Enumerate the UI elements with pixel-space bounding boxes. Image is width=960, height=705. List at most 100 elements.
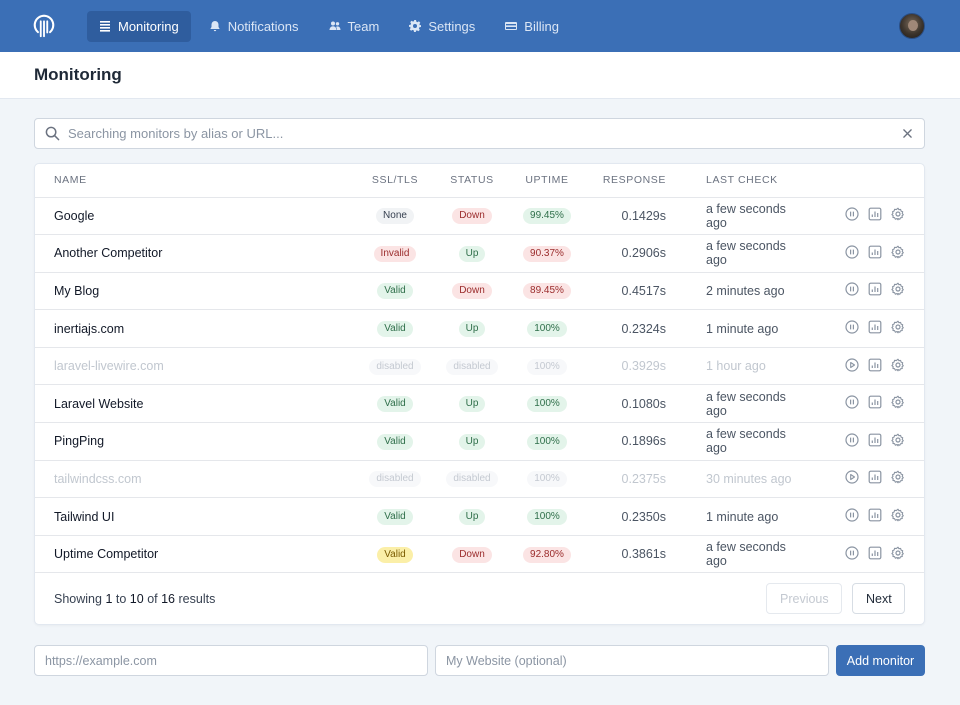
monitor-alias-input[interactable] xyxy=(435,645,829,677)
table-row[interactable]: Uptime Competitor Valid Down 92.80% 0.3861s a… xyxy=(35,535,924,574)
chart-icon[interactable] xyxy=(868,358,882,372)
chart-icon[interactable] xyxy=(868,207,882,221)
monitor-url-input[interactable] xyxy=(34,645,428,677)
monitor-name[interactable]: inertiajs.com xyxy=(35,309,353,348)
status-badge: Down xyxy=(452,546,492,563)
monitor-name[interactable]: Another Competitor xyxy=(35,234,353,273)
user-avatar[interactable] xyxy=(899,13,925,39)
previous-page-button[interactable]: Previous xyxy=(766,583,842,615)
nav-item-notifications[interactable]: Notifications xyxy=(197,11,311,42)
pause-icon[interactable] xyxy=(845,395,859,409)
gear-icon[interactable] xyxy=(891,282,905,296)
uptime-badge: 92.80% xyxy=(523,546,571,563)
status-badge: disabled xyxy=(446,471,498,488)
table-row[interactable]: PingPing Valid Up 100% 0.1896s a few seconds … xyxy=(35,422,924,461)
row-actions xyxy=(805,309,924,348)
monitor-name[interactable]: tailwindcss.com xyxy=(35,460,353,499)
chart-icon[interactable] xyxy=(868,470,882,484)
chart-icon[interactable] xyxy=(868,433,882,447)
gear-icon[interactable] xyxy=(891,433,905,447)
last-check: a few seconds ago xyxy=(668,197,805,236)
status-cell: Down xyxy=(437,535,507,574)
next-page-button[interactable]: Next xyxy=(852,583,905,615)
ssl-cell: Valid xyxy=(353,535,437,574)
monitors-card: NAME SSL/TLS STATUS UPTIME RESPONSE LAST… xyxy=(34,163,925,626)
pause-icon[interactable] xyxy=(845,320,859,334)
to-label: to xyxy=(115,591,127,606)
chart-icon[interactable] xyxy=(868,395,882,409)
response-time: 0.2375s xyxy=(587,460,668,499)
uptime-cell: 100% xyxy=(507,460,587,499)
table-row[interactable]: tailwindcss.com disabled disabled 100% 0.237… xyxy=(35,460,924,499)
chart-icon[interactable] xyxy=(868,245,882,259)
monitor-name[interactable]: Uptime Competitor xyxy=(35,535,353,574)
pause-icon[interactable] xyxy=(845,546,859,560)
chart-icon[interactable] xyxy=(868,546,882,560)
gear-icon[interactable] xyxy=(891,546,905,560)
gear-icon[interactable] xyxy=(891,395,905,409)
status-badge: Down xyxy=(452,208,492,225)
chart-icon[interactable] xyxy=(868,320,882,334)
gear-icon xyxy=(409,20,422,32)
add-monitor-button[interactable]: Add monitor xyxy=(836,645,925,677)
pause-icon[interactable] xyxy=(845,282,859,297)
gear-icon[interactable] xyxy=(891,358,905,372)
monitor-name[interactable]: My Blog xyxy=(35,272,353,311)
status-cell: Up xyxy=(437,497,507,536)
pause-icon[interactable] xyxy=(845,207,859,221)
ssl-badge: Valid xyxy=(377,321,413,338)
list-icon xyxy=(100,21,110,32)
uptime-badge: 100% xyxy=(527,433,567,450)
of-label: of xyxy=(147,591,158,606)
results-label: results xyxy=(178,591,216,606)
pagination-controls: Previous Next xyxy=(766,583,905,615)
chart-icon[interactable] xyxy=(868,282,882,296)
pause-icon[interactable] xyxy=(845,433,859,447)
resume-icon[interactable] xyxy=(845,358,859,372)
table-row[interactable]: Google None Down 99.45% 0.1429s a few seconds… xyxy=(35,197,924,236)
status-badge: Up xyxy=(458,321,486,338)
last-check: a few seconds ago xyxy=(668,384,805,424)
gear-icon[interactable] xyxy=(891,470,905,484)
monitor-name[interactable]: laravel-livewire.com xyxy=(35,347,353,386)
ssl-badge: Valid xyxy=(377,509,413,526)
nav-item-settings[interactable]: Settings xyxy=(397,11,487,42)
resume-icon[interactable] xyxy=(845,470,859,485)
table-row[interactable]: Laravel Website Valid Up 100% 0.1080s a few s… xyxy=(35,384,924,424)
monitor-name[interactable]: Google xyxy=(35,197,353,236)
status-badge: Up xyxy=(458,433,486,450)
nav-item-billing[interactable]: Billing xyxy=(493,11,571,42)
monitor-name[interactable]: Tailwind UI xyxy=(35,497,353,536)
pause-icon[interactable] xyxy=(845,245,859,259)
search-input[interactable] xyxy=(68,126,900,141)
response-time: 0.2350s xyxy=(587,497,668,536)
header-name: NAME xyxy=(35,164,353,198)
gear-icon[interactable] xyxy=(891,245,905,259)
table-row[interactable]: Tailwind UI Valid Up 100% 0.2350s 1 minute ag… xyxy=(35,497,924,536)
last-check: a few seconds ago xyxy=(668,234,805,273)
table-row[interactable]: laravel-livewire.com disabled disabled 100%… xyxy=(35,347,924,386)
clear-search-icon[interactable] xyxy=(900,127,914,141)
page-header: Monitoring xyxy=(0,52,960,99)
nav-item-team[interactable]: Team xyxy=(317,11,392,42)
uptime-logo-icon[interactable] xyxy=(30,12,58,40)
table-row[interactable]: My Blog Valid Down 89.45% 0.4517s 2 minutes a… xyxy=(35,272,924,311)
chart-icon[interactable] xyxy=(868,508,882,522)
monitor-name[interactable]: PingPing xyxy=(35,422,353,461)
header-ssl: SSL/TLS xyxy=(353,164,437,198)
table-row[interactable]: Another Competitor Invalid Up 90.37% 0.2906s… xyxy=(35,234,924,273)
pagination-summary: Showing 1 to 10 of 16 results xyxy=(54,592,215,606)
uptime-badge: 100% xyxy=(527,396,567,413)
response-time: 0.1896s xyxy=(587,422,668,461)
gear-icon[interactable] xyxy=(891,320,905,334)
monitors-table: NAME SSL/TLS STATUS UPTIME RESPONSE LAST… xyxy=(35,164,924,574)
monitor-name[interactable]: Laravel Website xyxy=(35,384,353,424)
nav-item-monitoring[interactable]: Monitoring xyxy=(87,10,191,42)
gear-icon[interactable] xyxy=(891,508,905,522)
response-time: 0.2324s xyxy=(587,309,668,348)
table-row[interactable]: inertiajs.com Valid Up 100% 0.2324s 1 minute … xyxy=(35,309,924,348)
status-cell: Up xyxy=(437,234,507,273)
pause-icon[interactable] xyxy=(845,508,859,522)
gear-icon[interactable] xyxy=(891,207,905,221)
nav-item-label: Notifications xyxy=(227,18,299,34)
